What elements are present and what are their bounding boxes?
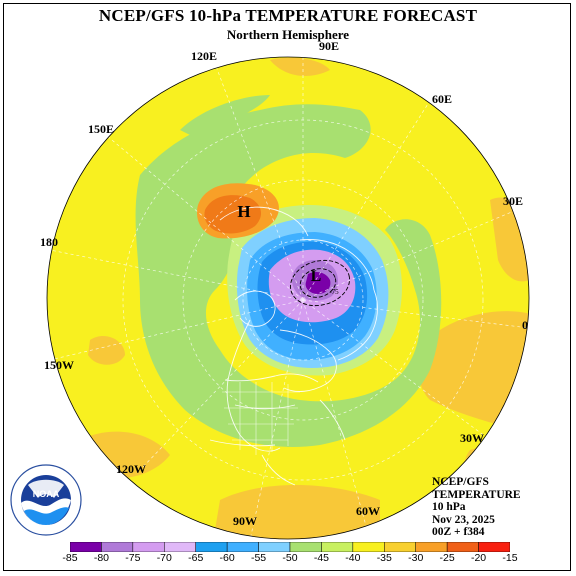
info-model: NCEP/GFS [432,476,489,488]
lon-label-60e: 60E [432,92,453,106]
colorbar-swatch [415,542,448,552]
colorbar-tick-label: -25 [439,552,455,564]
lon-label-60w: 60W [356,504,380,518]
temperature-colorbar [70,542,510,552]
colorbar-tick-label: -40 [345,552,361,564]
colorbar-swatch [226,542,259,552]
hemisphere-outline [46,56,530,540]
graticule [49,57,529,539]
contour-lines [290,259,350,307]
colorbar-swatch [70,542,102,552]
info-level: 10 hPa [432,501,466,513]
contour-value-label: -75 [329,288,339,296]
colorbar-swatch [321,542,354,552]
colorbar-swatch [446,542,479,552]
colorbar-tick-label: -75 [125,552,141,564]
colorbar-swatch [195,542,228,552]
colorbar-tick-label: -65 [188,552,204,564]
colorbar-tick-label: -70 [156,552,172,564]
info-run: 00Z + f384 [432,526,485,538]
lon-label-150e: 150E [88,122,115,136]
colorbar-swatch [384,542,416,552]
high-pressure-marker: H [237,202,250,221]
colorbar-tick-label: -30 [408,552,424,564]
colorbar-swatch [132,542,165,552]
colorbar-swatch [101,542,134,552]
noaa-logo-text: NOAA [33,489,60,499]
map-title: NCEP/GFS 10-hPa TEMPERATURE FORECAST [98,6,478,25]
colorbar-tick-label: -50 [282,552,298,564]
info-variable: TEMPERATURE [432,488,521,501]
colorbar-swatch [352,542,385,552]
lon-label-90w: 90W [233,514,257,528]
purple-core [305,272,331,294]
colorbar-tick-label: -85 [62,552,78,564]
lon-label-150w: 150W [44,358,74,372]
lon-label-0: 0 [522,318,528,332]
lon-label-120w: 120W [116,462,146,476]
colorbar-tick-label: -80 [93,552,110,564]
colorbar-tick-label: -60 [219,552,235,564]
colorbar-tick-label: -15 [502,552,518,564]
lon-label-120e: 120E [191,49,218,63]
colorbar-swatch [258,542,291,552]
colorbar-tick-label: -45 [313,552,330,564]
state-borders [222,382,300,455]
forecast-info: NCEP/GFS TEMPERATURE 10 hPa Nov 23, 2025… [432,476,521,539]
colorbar-swatch [289,542,322,552]
colorbar-tick-label: -55 [250,552,267,564]
lon-label-90e: 90E [319,39,340,53]
low-pressure-marker: L [311,268,322,285]
lon-label-30w: 30W [460,431,484,445]
info-date: Nov 23, 2025 [432,513,495,526]
colorbar-swatch [164,542,196,552]
map-subtitle: Northern Hemisphere [226,27,350,42]
colorbar-tick-label: -35 [376,552,392,564]
colorbar-tick-label: -20 [470,552,487,564]
colorbar-swatch [478,542,510,552]
lon-label-30e: 30E [503,194,524,208]
lon-label-180: 180 [40,235,58,249]
noaa-logo: NOAA [10,464,82,536]
